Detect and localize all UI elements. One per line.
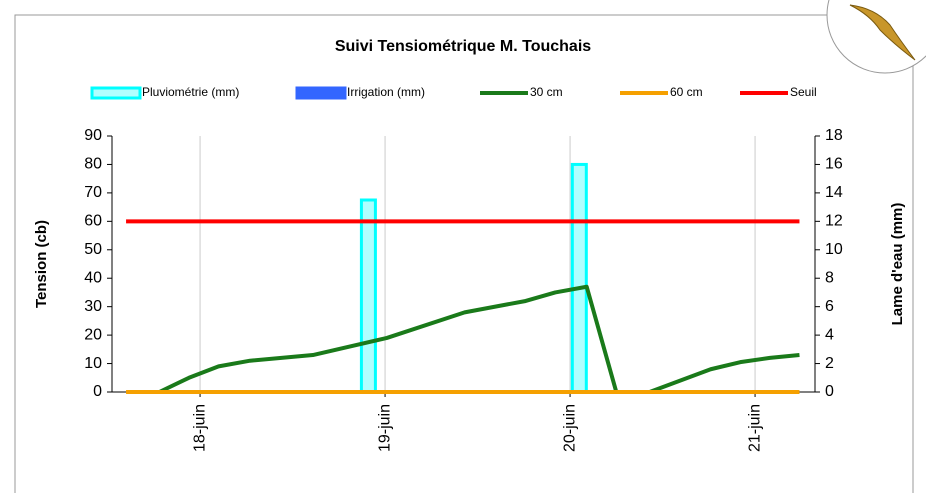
x-tick-label: 20-juin <box>561 404 578 452</box>
y-tick-label: 20 <box>84 326 102 343</box>
bar <box>570 162 588 394</box>
y2-tick-label: 2 <box>825 355 834 372</box>
y2-tick-label: 18 <box>825 127 843 144</box>
y2-tick-label: 16 <box>825 156 843 173</box>
y-tick-label: 40 <box>84 269 102 286</box>
y-tick-label: 80 <box>84 156 102 173</box>
y2-tick-label: 14 <box>825 184 843 201</box>
y-tick-label: 0 <box>93 383 102 400</box>
legend-label: Pluviométrie (mm) <box>142 85 239 99</box>
legend-swatch <box>295 86 347 100</box>
y-tick-label: 10 <box>84 355 102 372</box>
y-tick-label: 50 <box>84 241 102 258</box>
y2-tick-label: 12 <box>825 213 843 230</box>
chart-title: Suivi Tensiométrique M. Touchais <box>335 38 591 55</box>
line <box>129 284 800 394</box>
x-tick-label: 18-juin <box>191 404 208 452</box>
x-tick-label: 19-juin <box>376 404 393 452</box>
y-axis-label: Tension (cb) <box>33 220 50 308</box>
y-tick-label: 30 <box>84 298 102 315</box>
legend-swatch <box>90 86 142 100</box>
y2-tick-label: 0 <box>825 383 834 400</box>
legend-label: Seuil <box>790 85 817 99</box>
y2-tick-label: 6 <box>825 298 834 315</box>
y2-tick-label: 10 <box>825 241 843 258</box>
bar <box>359 198 377 394</box>
legend-label: 60 cm <box>670 85 703 99</box>
y2-tick-label: 4 <box>825 326 834 343</box>
y2-tick-label: 8 <box>825 269 834 286</box>
logo <box>826 0 926 74</box>
legend-label: 30 cm <box>530 85 563 99</box>
legend-label: Irrigation (mm) <box>347 85 425 99</box>
y2-axis-label: Lame d'eau (mm) <box>889 203 906 326</box>
y-tick-label: 60 <box>84 213 102 230</box>
y-tick-label: 70 <box>84 184 102 201</box>
y-tick-label: 90 <box>84 127 102 144</box>
x-tick-label: 21-juin <box>746 404 763 452</box>
